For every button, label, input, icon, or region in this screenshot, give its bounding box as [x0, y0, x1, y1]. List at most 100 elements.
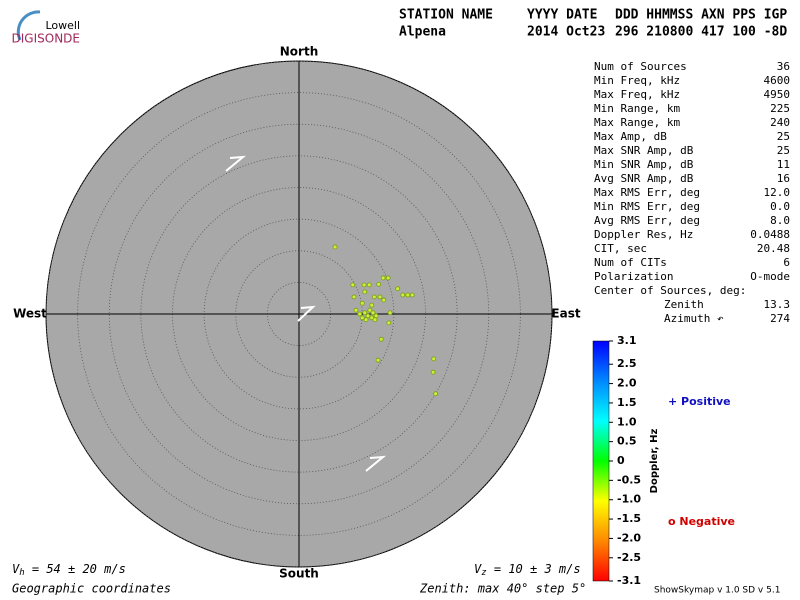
source-point	[400, 292, 406, 298]
colorbar-tick-label: 1.5	[617, 396, 637, 409]
source-point	[359, 300, 365, 306]
source-point	[363, 317, 369, 323]
colorbar-tick-label: -0.5	[617, 473, 641, 486]
drift-arrow	[297, 305, 316, 322]
center-label: Zenith	[664, 298, 704, 311]
north-label: North	[280, 45, 318, 59]
source-point	[386, 320, 392, 326]
header-value: 296 210800 417 100 -8D	[615, 25, 787, 40]
source-point	[362, 310, 368, 316]
source-point	[365, 313, 371, 319]
stat-value: O-mode	[750, 270, 790, 283]
center-value: 13.3	[764, 298, 791, 311]
colorbar-tick-label: 0.5	[617, 435, 637, 448]
source-point	[359, 315, 365, 321]
colorbar-tick-label: 2.0	[617, 377, 637, 390]
header-label: STATION NAME	[399, 8, 493, 23]
header-label: YYYY DATE	[527, 8, 597, 23]
vh-sub: h	[19, 568, 24, 578]
source-point	[351, 294, 357, 300]
stat-value: 6	[783, 256, 790, 269]
source-point	[367, 307, 373, 313]
logo-bottom: DIGISONDE	[12, 32, 80, 46]
east-label: East	[551, 307, 580, 321]
center-value: 274	[770, 312, 790, 325]
south-label: South	[279, 567, 319, 581]
stat-label: Max Range, km	[594, 116, 680, 129]
source-point	[378, 336, 384, 342]
source-point	[366, 282, 372, 288]
stat-value: 0.0488	[750, 228, 790, 241]
drift-arrow	[225, 155, 247, 172]
stat-value: 8.0	[770, 214, 790, 227]
source-point	[370, 310, 376, 316]
colorbar-tick-label: -2.0	[617, 531, 641, 544]
colorbar-tick-label: -1.0	[617, 493, 641, 506]
stat-value: 4950	[764, 88, 791, 101]
stat-label: CIT, sec	[594, 242, 647, 255]
stat-label: Min Freq, kHz	[594, 74, 680, 87]
colorbar-tick-label: 0	[617, 454, 625, 467]
source-point	[372, 317, 378, 323]
colorbar-tick-label: -3.1	[617, 574, 641, 587]
source-point	[376, 281, 382, 287]
stat-label: Num of CITs	[594, 256, 667, 269]
coords: Geographic coordinates	[12, 582, 171, 596]
source-point	[350, 282, 356, 288]
version: ShowSkymap v 1.0 SD v 5.1	[654, 586, 780, 596]
stat-value: 20.48	[757, 242, 790, 255]
source-point	[431, 356, 437, 362]
drift-arrow	[365, 455, 387, 472]
stat-label: Doppler Res, Hz	[594, 228, 693, 241]
colorbar-tick-label: -1.5	[617, 512, 641, 525]
source-point	[357, 311, 363, 317]
header-value: 2014 Oct23	[527, 25, 605, 40]
colorbar	[592, 340, 610, 582]
stat-label: Max Freq, kHz	[594, 88, 680, 101]
source-point	[377, 294, 383, 300]
header-label: DDD HHMMSS AXN PPS IGP	[615, 8, 787, 23]
vz-sub: z	[481, 568, 486, 578]
source-point	[409, 292, 415, 298]
stat-label: Min Range, km	[594, 102, 680, 115]
overlay	[46, 61, 552, 567]
vz-symbol: V	[474, 562, 482, 576]
center-title: Center of Sources, deg:	[594, 284, 746, 297]
legend-negative: o Negative	[668, 515, 735, 528]
zenith-info: Zenith: max 40° step 5°	[419, 582, 586, 596]
stat-value: 240	[770, 116, 790, 129]
stat-label: Avg RMS Err, deg	[594, 214, 700, 227]
stat-value: 25	[777, 130, 790, 143]
stat-label: Num of Sources	[594, 60, 687, 73]
logo-top: Lowell	[45, 19, 80, 32]
stat-value: 225	[770, 102, 790, 115]
stat-value: 4600	[764, 74, 791, 87]
source-point	[353, 307, 359, 313]
stat-label: Polarization	[594, 270, 673, 283]
logo-swoosh	[16, 10, 41, 41]
stat-label: Max RMS Err, deg	[594, 186, 700, 199]
source-point	[430, 369, 436, 375]
colorbar-tick-label: 2.5	[617, 357, 637, 370]
source-point	[362, 289, 368, 295]
stat-label: Min RMS Err, deg	[594, 200, 700, 213]
stat-value: 16	[777, 172, 790, 185]
colorbar-tick-label: -2.5	[617, 551, 641, 564]
source-point	[361, 282, 367, 288]
stat-label: Max Amp, dB	[594, 130, 667, 143]
stat-value: 36	[777, 60, 790, 73]
vz-text: = 10 ± 3 m/s	[487, 562, 581, 576]
source-point	[395, 286, 401, 292]
colorbar-tick-label: 1.0	[617, 415, 637, 428]
source-point	[387, 310, 393, 316]
vh-symbol: V	[12, 562, 20, 576]
source-point	[371, 294, 377, 300]
stat-label: Min SNR Amp, dB	[594, 158, 694, 171]
stat-value: 12.0	[764, 186, 791, 199]
vh-text: = 54 ± 20 m/s	[25, 562, 126, 576]
vz: Vz = 10 ± 3 m/s	[474, 562, 581, 578]
stat-value: 0.0	[770, 200, 790, 213]
source-point	[433, 391, 439, 397]
colorbar-tick-label: 3.1	[617, 334, 637, 347]
